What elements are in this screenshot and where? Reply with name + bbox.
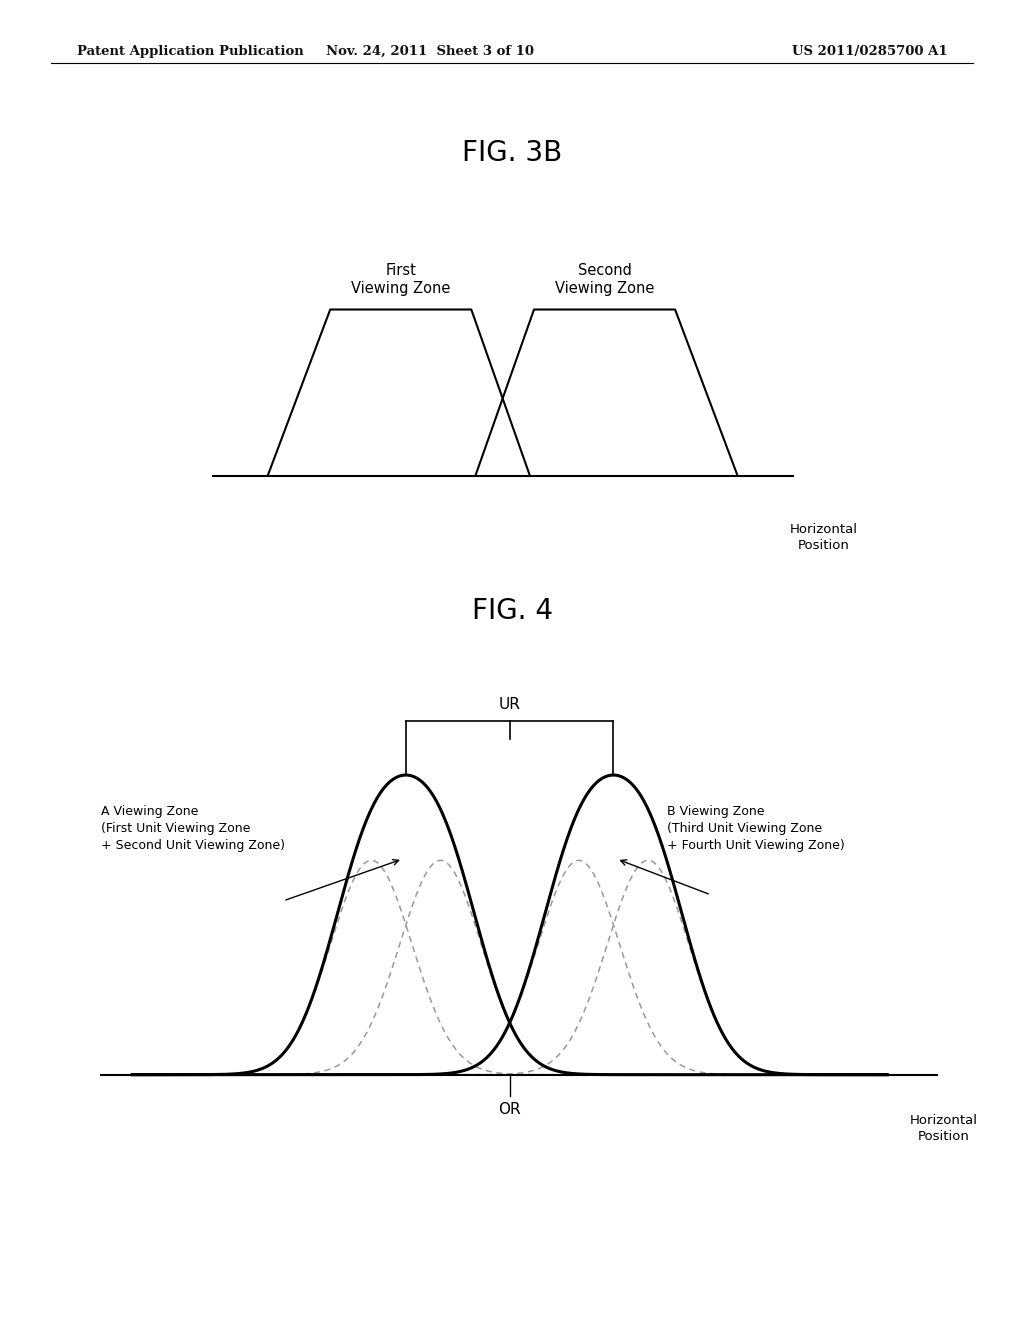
Text: FIG. 4: FIG. 4 [471,597,553,624]
Text: Nov. 24, 2011  Sheet 3 of 10: Nov. 24, 2011 Sheet 3 of 10 [326,45,535,58]
Text: US 2011/0285700 A1: US 2011/0285700 A1 [792,45,947,58]
Text: UR: UR [499,697,520,711]
Text: Second
Viewing Zone: Second Viewing Zone [555,263,654,296]
Text: Patent Application Publication: Patent Application Publication [77,45,303,58]
Text: First
Viewing Zone: First Viewing Zone [351,263,451,296]
Text: A Viewing Zone
(First Unit Viewing Zone
+ Second Unit Viewing Zone): A Viewing Zone (First Unit Viewing Zone … [100,805,285,851]
Text: Horizontal
Position: Horizontal Position [790,523,858,552]
Text: Horizontal
Position: Horizontal Position [909,1114,978,1143]
Text: B Viewing Zone
(Third Unit Viewing Zone
+ Fourth Unit Viewing Zone): B Viewing Zone (Third Unit Viewing Zone … [667,805,845,851]
Text: OR: OR [499,1102,521,1117]
Text: FIG. 3B: FIG. 3B [462,139,562,166]
